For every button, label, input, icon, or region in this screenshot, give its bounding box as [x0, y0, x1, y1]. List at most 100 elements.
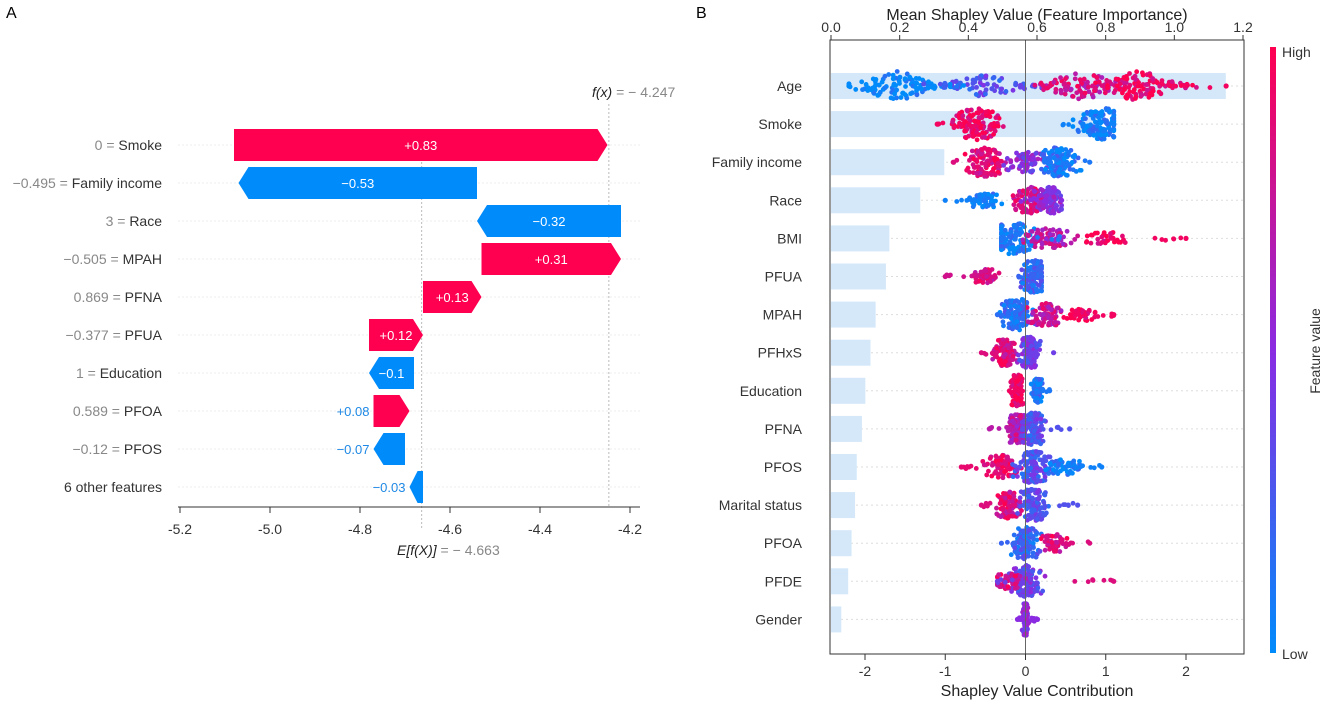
beeswarm-point — [1031, 503, 1037, 509]
beeswarm-point — [1013, 432, 1019, 438]
beeswarm-point — [997, 78, 1002, 83]
beeswarm-point — [1032, 82, 1038, 88]
feature-name: Family income — [72, 175, 162, 191]
beeswarm-point — [972, 199, 977, 205]
beeswarm-point — [1003, 495, 1008, 501]
beeswarm-point — [1040, 387, 1046, 392]
beeswarm-point — [1039, 288, 1044, 294]
beeswarm-point — [882, 73, 888, 79]
feature-name: Race — [129, 213, 162, 229]
beeswarm-point — [1029, 472, 1035, 478]
waterfall-tick-label: -4.8 — [348, 521, 372, 537]
beeswarm-point — [1042, 503, 1048, 509]
beeswarm-point — [1033, 150, 1039, 156]
beeswarm-point — [1037, 342, 1042, 348]
beeswarm-point — [1082, 90, 1088, 96]
panel-b-label: B — [696, 5, 707, 22]
beeswarm-point — [1012, 299, 1018, 305]
beeswarm-point — [1034, 351, 1040, 357]
feature-name: PFOA — [124, 403, 163, 419]
beeswarm-point — [1099, 83, 1105, 89]
beeswarm-point — [1101, 230, 1107, 235]
beeswarm-point — [1108, 231, 1113, 236]
beeswarm-point — [978, 166, 984, 172]
beeswarm-point — [1073, 71, 1078, 77]
beeswarm-point — [1017, 84, 1023, 90]
beeswarm-point — [1050, 544, 1055, 549]
beeswarm-point — [1022, 478, 1027, 484]
beeswarm-point — [1006, 388, 1013, 394]
waterfall-bar — [423, 281, 482, 313]
beeswarm-point — [1042, 573, 1048, 579]
beeswarm-point — [1150, 88, 1156, 94]
waterfall-tick-label: -5.0 — [258, 521, 282, 537]
beeswarm-point — [1077, 77, 1083, 83]
beeswarm-point — [1058, 468, 1063, 474]
beeswarm-point — [1034, 399, 1040, 405]
beeswarm-point — [859, 79, 865, 85]
beeswarm-point — [1010, 340, 1016, 346]
beeswarm-point — [989, 86, 995, 92]
beeswarm-point — [1022, 86, 1027, 92]
beeswarm-point — [1058, 457, 1063, 463]
beeswarm-point — [1040, 83, 1046, 88]
beeswarm-point — [909, 90, 915, 96]
beeswarm-point — [1005, 310, 1011, 316]
beeswarm-point — [1158, 91, 1164, 96]
beeswarm-point — [1010, 474, 1016, 480]
beeswarm-point — [1016, 526, 1021, 532]
beeswarm-point — [1074, 90, 1080, 96]
beeswarm-point — [997, 501, 1003, 506]
beeswarm-point — [1043, 236, 1049, 242]
beeswarm-point — [1011, 566, 1017, 572]
beeswarm-point — [1034, 416, 1040, 422]
beeswarm-point — [1011, 494, 1017, 499]
beeswarm-point — [903, 84, 908, 89]
beeswarm-point — [1043, 467, 1048, 473]
beeswarm-point — [966, 122, 972, 128]
beeswarm-point — [1092, 310, 1098, 316]
beeswarm-point — [989, 198, 995, 204]
importance-bar — [831, 225, 890, 252]
beeswarm-point — [957, 120, 962, 126]
beeswarm-point — [1056, 462, 1061, 468]
beeswarm-point — [985, 152, 990, 158]
beeswarm-point — [1020, 280, 1026, 286]
beeswarm-point — [1036, 203, 1042, 209]
feature-name: Smoke — [118, 137, 162, 153]
beeswarm-point — [987, 500, 993, 506]
beeswarm-point — [1028, 411, 1034, 417]
waterfall-bar-label: +0.12 — [380, 328, 413, 343]
beeswarm-point — [1031, 428, 1037, 434]
waterfall-bar — [369, 319, 423, 351]
beeswarm-point — [999, 224, 1004, 229]
panel-a-label: A — [6, 5, 17, 22]
beeswarm-point — [1098, 132, 1104, 138]
beeswarm-point — [1029, 496, 1035, 502]
beeswarm-point — [1095, 230, 1100, 236]
beeswarm-point — [1007, 247, 1013, 252]
beeswarm-point — [1056, 190, 1062, 195]
summary-feature-label: PFNA — [765, 421, 803, 437]
beeswarm-point — [1047, 200, 1053, 206]
beeswarm-point — [894, 87, 900, 93]
beeswarm-point — [1000, 507, 1006, 513]
beeswarm-point — [1047, 231, 1053, 237]
beeswarm-point — [1123, 80, 1129, 85]
beeswarm-point — [940, 120, 946, 126]
beeswarm-point — [1019, 570, 1025, 576]
beeswarm-point — [1024, 164, 1030, 170]
beeswarm-point — [1015, 474, 1020, 479]
beeswarm-point — [1015, 511, 1020, 516]
beeswarm-point — [981, 82, 986, 88]
beeswarm-point — [1136, 80, 1142, 85]
beeswarm-point — [1004, 539, 1010, 545]
beeswarm-point — [974, 170, 979, 176]
beeswarm-point — [925, 85, 931, 91]
beeswarm-point — [1087, 159, 1093, 165]
beeswarm-point — [964, 107, 970, 113]
beeswarm-point — [967, 169, 972, 175]
waterfall-bar — [477, 205, 621, 237]
beeswarm-point — [1020, 439, 1026, 445]
